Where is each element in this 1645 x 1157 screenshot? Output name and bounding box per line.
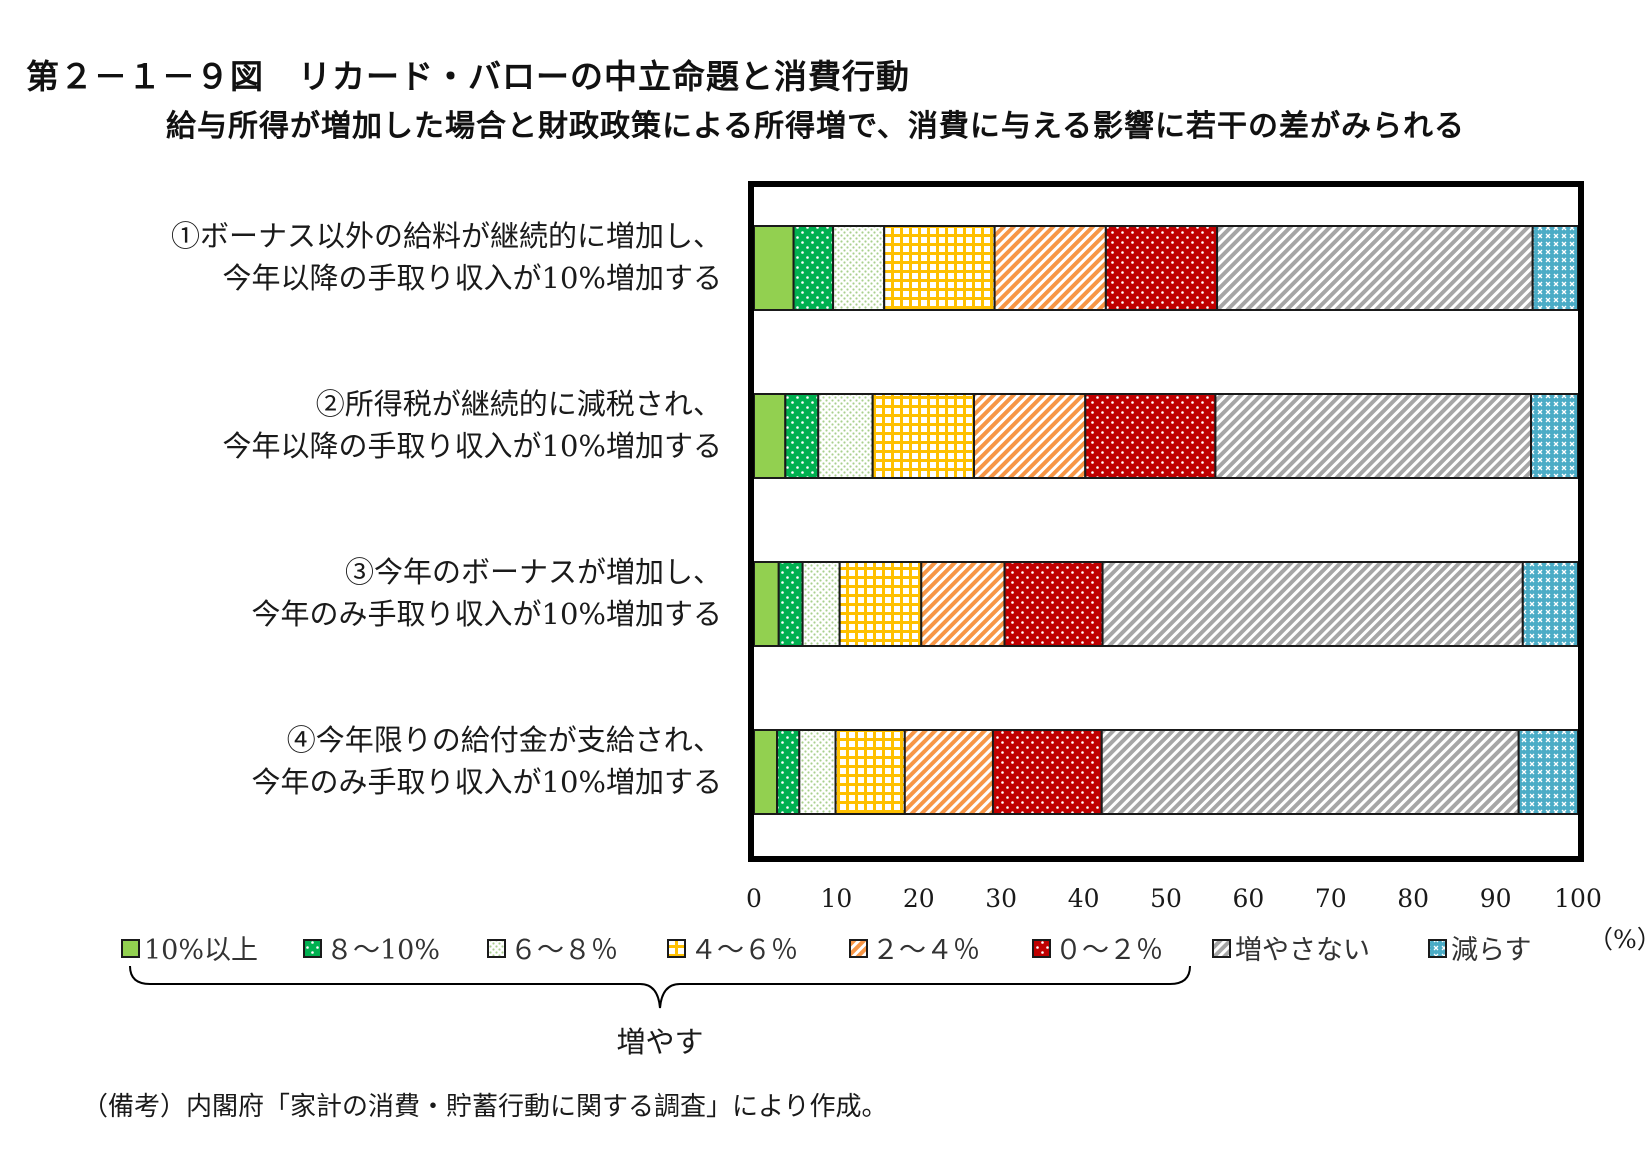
bar-segment: [1101, 561, 1524, 647]
bar-segment: [991, 729, 1103, 815]
x-tick-label: 30: [985, 884, 1017, 913]
legend-item: ２～４％: [849, 935, 980, 966]
bar-segment: [801, 561, 841, 647]
bar-segment: [784, 393, 820, 479]
category-labels: ①ボーナス以外の給料が継続的に増加し、今年以降の手取り収入が10%増加する ②所得…: [171, 219, 722, 799]
category-label: ③今年のボーナスが増加し、: [345, 555, 722, 589]
bar-segment: [753, 729, 779, 815]
chart-subtitle: 給与所得が増加した場合と財政政策による所得増で、消費に与える影響に若干の差がみら…: [166, 109, 1465, 144]
legend-label: ８～10%: [326, 935, 440, 966]
bar-group: [753, 729, 1579, 815]
bar-group: [753, 561, 1579, 647]
category-label: ①ボーナス以外の給料が継続的に増加し、: [171, 219, 722, 253]
legend-swatch: [1032, 939, 1051, 958]
x-axis-ticks: 0 10 20 30 40 50 60 70 80 90 100: [746, 884, 1602, 913]
source-note: （備考）内閣府「家計の消費・貯蓄行動に関する調査」により作成。: [82, 1092, 888, 1122]
bar-segment: [1214, 393, 1533, 479]
legend-swatch: [1428, 939, 1447, 958]
bar-segment: [883, 225, 996, 311]
legend-label: ２～４％: [872, 935, 980, 966]
bars: [753, 225, 1580, 815]
legend-label: 増やさない: [1235, 935, 1370, 966]
bar-segment: [817, 393, 874, 479]
brace-label: 増やす: [616, 1025, 703, 1059]
bar-segment: [798, 729, 837, 815]
bar-segment: [1100, 729, 1520, 815]
bar-segment: [753, 225, 795, 311]
bar-group: [753, 393, 1579, 479]
legend-item: ８～10%: [303, 935, 440, 966]
category-label: 今年のみ手取り収入が10%増加する: [252, 765, 722, 799]
bar-segment: [871, 393, 976, 479]
legend-swatch: [121, 939, 140, 958]
legend-item: 10%以上: [121, 935, 258, 966]
bar-segment: [753, 561, 780, 647]
x-tick-label: 100: [1554, 884, 1602, 913]
bar-segment: [792, 225, 835, 311]
category-label: 今年のみ手取り収入が10%増加する: [252, 597, 722, 631]
bar-segment: [1216, 225, 1534, 311]
bar-segment: [1517, 729, 1579, 815]
bar-segment: [993, 225, 1107, 311]
plot-frame: [748, 181, 1584, 862]
category-label: ②所得税が継続的に減税され、: [316, 387, 722, 421]
bar-segment: [1531, 225, 1580, 311]
legend: 10%以上 ８～10% ６～８％ ４～６％ ２～４％ ０～２％ 増やさない 減らす: [121, 935, 1531, 966]
bar-segment: [973, 393, 1087, 479]
legend-item: ４～６％: [667, 935, 798, 966]
x-tick-label: 10: [820, 884, 852, 913]
legend-label: ６～８％: [510, 935, 618, 966]
x-tick-label: 20: [903, 884, 935, 913]
category-label: ④今年限りの給付金が支給され、: [287, 723, 722, 757]
legend-swatch: [303, 939, 322, 958]
legend-label: 減らす: [1451, 935, 1531, 966]
legend-label: ０～２％: [1055, 935, 1163, 966]
bar-segment: [1521, 561, 1579, 647]
bar-segment: [1104, 225, 1219, 311]
bar-group: [753, 225, 1580, 311]
x-tick-label: 60: [1232, 884, 1264, 913]
bar-segment: [753, 393, 787, 479]
legend-label: ４～６％: [690, 935, 798, 966]
bar-segment: [903, 729, 994, 815]
chart-title: 第２－１－９図 リカード・バローの中立命題と消費行動: [26, 57, 910, 96]
category-label: 今年以降の手取り収入が10%増加する: [223, 261, 722, 295]
bar-segment: [834, 729, 906, 815]
x-axis-unit: （%）: [1588, 925, 1645, 954]
legend-item: 減らす: [1428, 935, 1531, 966]
x-tick-label: 80: [1397, 884, 1429, 913]
x-tick-label: 0: [746, 884, 762, 913]
bar-segment: [838, 561, 923, 647]
x-tick-label: 50: [1150, 884, 1182, 913]
legend-swatch: [1212, 939, 1231, 958]
legend-item: 増やさない: [1212, 935, 1370, 966]
legend-label: 10%以上: [144, 935, 258, 966]
bar-segment: [1084, 393, 1217, 479]
x-tick-label: 90: [1480, 884, 1512, 913]
bar-segment: [920, 561, 1006, 647]
bar-segment: [777, 561, 804, 647]
brace-bracket: [129, 965, 1191, 1009]
x-tick-label: 70: [1315, 884, 1347, 913]
bar-segment: [1003, 561, 1104, 647]
bar-segment: [1530, 393, 1579, 479]
legend-swatch: [487, 939, 506, 958]
bar-segment: [832, 225, 886, 311]
legend-swatch: [667, 939, 686, 958]
category-label: 今年以降の手取り収入が10%増加する: [223, 429, 722, 463]
bar-segment: [776, 729, 801, 815]
legend-item: ６～８％: [487, 935, 618, 966]
legend-item: ０～２％: [1032, 935, 1163, 966]
legend-swatch: [849, 939, 868, 958]
x-tick-label: 40: [1068, 884, 1100, 913]
